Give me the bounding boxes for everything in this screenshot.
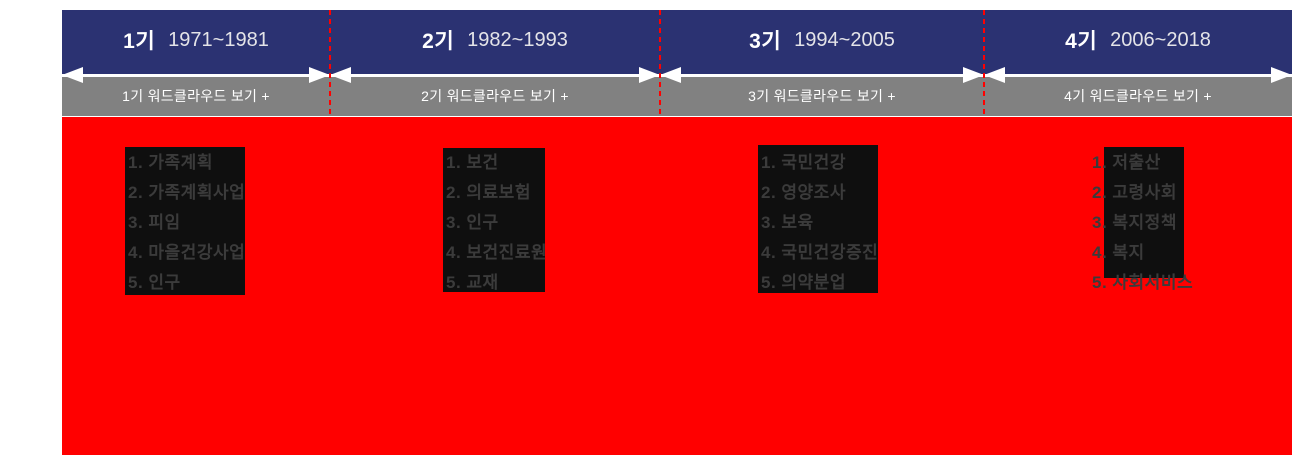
period-2-years: 1982~1993 [467, 28, 568, 51]
arrow-left-icon [62, 67, 83, 83]
arrow-right-icon [1271, 67, 1292, 83]
timeline-arrow-shaft [984, 74, 1292, 77]
keyword-item: 1. 가족계획 [128, 153, 213, 172]
arrow-right-icon [309, 67, 330, 83]
keyword-item: 2. 가족계획사업 [128, 183, 246, 202]
period-section-3: 3기 1994~2005 3기 워드클라우드 보기 + [660, 10, 984, 117]
keyword-item: 5. 의약분업 [761, 273, 846, 292]
period-section-2: 2기 1982~1993 2기 워드클라우드 보기 + [330, 10, 660, 117]
timeline-arrow-shaft [660, 74, 984, 77]
arrow-right-icon [963, 67, 984, 83]
keyword-list-box-4 [1104, 147, 1184, 278]
keyword-item: 3. 피임 [128, 213, 181, 232]
keyword-list-2: 1. 보건 2. 의료보험 3. 인구 4. 보건진료원 5. 교재 [446, 148, 547, 298]
wordcloud-toggle-2[interactable]: 2기 워드클라우드 보기 + [330, 75, 660, 116]
keyword-list-4: 1. 저출산 2. 고령사회 3. 복지정책 4. 복지 5. 사회서비스 [1092, 148, 1193, 298]
period-2-header: 2기 1982~1993 [330, 10, 660, 70]
keyword-item: 2. 의료보험 [446, 183, 531, 202]
keyword-item: 4. 국민건강증진 [761, 243, 879, 262]
arrow-left-icon [660, 67, 681, 83]
timeline: 1기 1971~1981 1기 워드클라우드 보기 + 2기 1982~1993… [62, 10, 1292, 455]
keyword-item: 3. 인구 [446, 213, 499, 232]
arrow-left-icon [330, 67, 351, 83]
period-1-years: 1971~1981 [168, 28, 269, 51]
keyword-item: 2. 고령사회 [1092, 183, 1177, 202]
keyword-list-1: 1. 가족계획 2. 가족계획사업 3. 피임 4. 마을건강사업 5. 인구 [128, 148, 245, 298]
keyword-item: 1. 보건 [446, 153, 499, 172]
keyword-item: 2. 영양조사 [761, 183, 846, 202]
timeline-arrow-shaft [62, 74, 330, 77]
keyword-list-box-2 [443, 148, 545, 292]
keyword-item: 5. 인구 [128, 273, 181, 292]
keyword-item: 4. 마을건강사업 [128, 243, 246, 262]
wordcloud-toggle-4[interactable]: 4기 워드클라우드 보기 + [984, 75, 1292, 116]
period-4-label: 4기 [1065, 30, 1098, 53]
content-panel [62, 117, 1292, 455]
timeline-arrow-shaft [330, 74, 660, 77]
keyword-item: 4. 복지 [1092, 243, 1145, 262]
keyword-item: 3. 보육 [761, 213, 814, 232]
keyword-item: 3. 복지정책 [1092, 213, 1177, 232]
period-3-years: 1994~2005 [794, 28, 895, 51]
period-header-bar [62, 10, 1292, 75]
period-section-4: 4기 2006~2018 4기 워드클라우드 보기 + [984, 10, 1292, 117]
period-3-label: 3기 [749, 30, 782, 53]
period-4-header: 4기 2006~2018 [984, 10, 1292, 70]
keyword-item: 5. 사회서비스 [1092, 273, 1194, 292]
dashed-separator [329, 10, 331, 127]
arrow-right-icon [639, 67, 660, 83]
keyword-item: 4. 보건진료원 [446, 243, 548, 262]
dashed-separator [659, 10, 661, 127]
wordcloud-toggle-3[interactable]: 3기 워드클라우드 보기 + [660, 75, 984, 116]
keyword-item: 1. 국민건강 [761, 153, 846, 172]
keyword-item: 5. 교재 [446, 273, 499, 292]
period-4-years: 2006~2018 [1110, 28, 1211, 51]
keyword-item: 1. 저출산 [1092, 153, 1161, 172]
keyword-list-3: 1. 국민건강 2. 영양조사 3. 보육 4. 국민건강증진 5. 의약분업 [761, 148, 878, 298]
period-1-header: 1기 1971~1981 [62, 10, 330, 70]
arrow-left-icon [984, 67, 1005, 83]
period-3-header: 3기 1994~2005 [660, 10, 984, 70]
keyword-list-box-1 [125, 147, 245, 295]
period-2-label: 2기 [422, 30, 455, 53]
dashed-separator [983, 10, 985, 127]
keyword-list-box-3 [758, 145, 878, 293]
period-section-1: 1기 1971~1981 1기 워드클라우드 보기 + [62, 10, 330, 117]
period-1-label: 1기 [123, 30, 156, 53]
wordcloud-toggle-1[interactable]: 1기 워드클라우드 보기 + [62, 75, 330, 116]
